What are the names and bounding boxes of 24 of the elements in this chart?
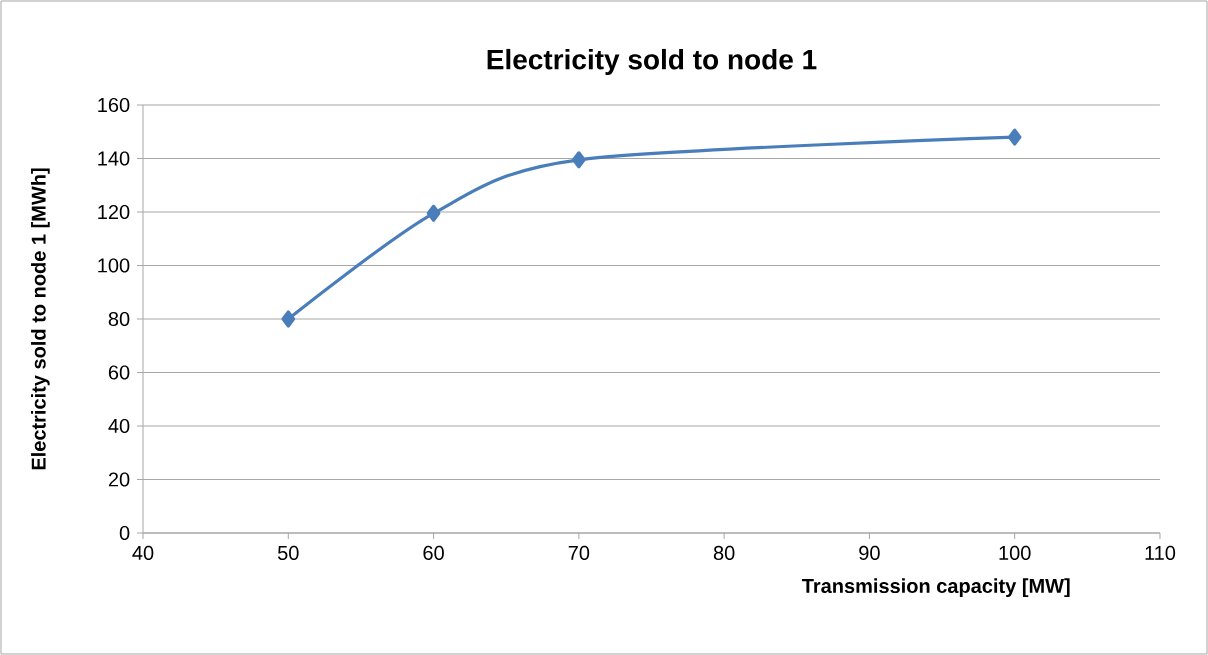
x-tick-label: 80 <box>713 545 735 561</box>
y-tick-label: 20 <box>108 472 130 487</box>
x-tick-label: 60 <box>423 545 444 561</box>
y-tick-label: 0 <box>119 525 130 541</box>
point <box>426 204 441 222</box>
y-tick-label: 60 <box>108 365 130 380</box>
x-tick-label: 110 <box>1145 545 1176 561</box>
y-tick-label: 140 <box>98 151 130 166</box>
y-tick-label: 40 <box>108 418 130 434</box>
point <box>281 310 296 328</box>
y-tick-label: 160 <box>98 97 130 113</box>
x-tick-label: 100 <box>999 545 1031 561</box>
y-tick-label: 100 <box>98 258 130 273</box>
chart-title: Electricity sold to node 1 <box>487 48 817 75</box>
x-tick-label: 90 <box>859 545 880 561</box>
y-tick-label: 120 <box>98 204 130 220</box>
x-tick-label: 70 <box>568 545 590 561</box>
x-tick-label: 50 <box>277 545 299 561</box>
y-axis-title: Electricity sold to node 1 [MWh] <box>31 168 50 470</box>
y-tick-label: 80 <box>108 311 130 327</box>
x-axis-title: Transmission capacity [MW] <box>801 578 1070 598</box>
point <box>572 151 586 169</box>
point <box>1007 128 1022 146</box>
x-tick-label: 40 <box>132 545 154 561</box>
